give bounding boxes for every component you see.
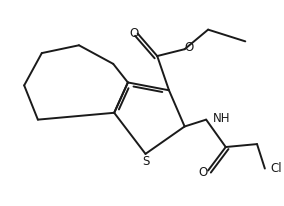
Text: O: O <box>129 27 138 40</box>
Text: Cl: Cl <box>271 162 282 175</box>
Text: O: O <box>184 41 193 54</box>
Text: O: O <box>199 166 208 179</box>
Text: NH: NH <box>213 112 231 125</box>
Text: S: S <box>142 155 149 168</box>
